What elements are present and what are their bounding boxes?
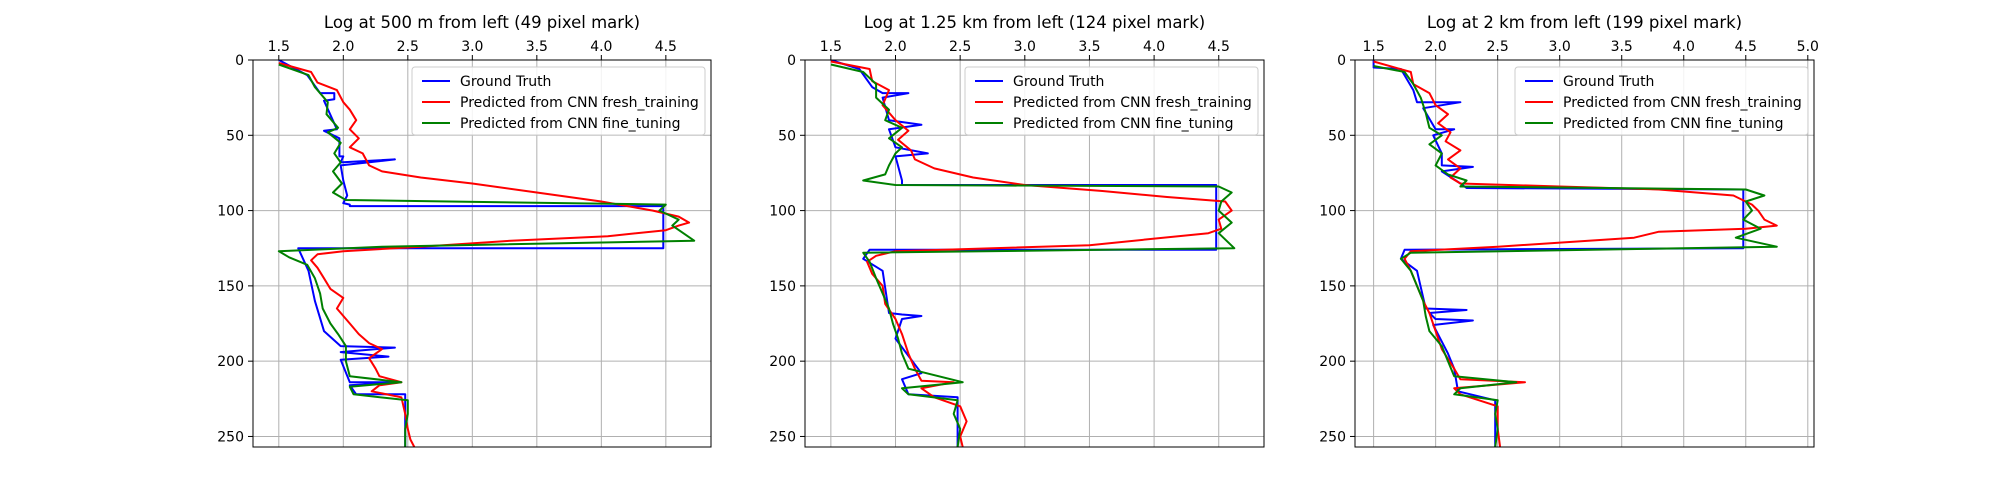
axes-frame <box>804 59 1265 448</box>
x-tick-label: 4.0 <box>590 39 612 55</box>
x-tick-label: 3.0 <box>1014 39 1036 55</box>
y-tick-label: 150 <box>217 279 244 295</box>
y-tick-label: 0 <box>235 53 244 69</box>
legend-label: Predicted from CNN fresh_training <box>460 95 699 111</box>
x-tick-label: 1.5 <box>1362 39 1384 55</box>
x-tick-label: 4.0 <box>1143 39 1165 55</box>
x-tick-label: 1.5 <box>268 39 290 55</box>
series-line-fine-tuning <box>1373 65 1778 447</box>
y-tick-label: 150 <box>1319 279 1346 295</box>
x-tick-label: 1.5 <box>820 39 842 55</box>
x-tick-label: 3.0 <box>1549 39 1571 55</box>
axes-frame <box>252 59 712 448</box>
x-tick-label: 2.5 <box>397 39 419 55</box>
x-tick-label: 2.0 <box>332 39 354 55</box>
legend-label: Predicted from CNN fine_tuning <box>1563 116 1784 132</box>
y-tick-label: 50 <box>778 128 796 144</box>
y-tick-label: 250 <box>217 429 244 445</box>
legend-box <box>1514 66 1809 136</box>
panel-title: Log at 500 m from left (49 pixel mark) <box>324 13 640 32</box>
legend-label: Predicted from CNN fine_tuning <box>1013 116 1234 132</box>
legend-label: Ground Truth <box>460 74 551 90</box>
panel-title: Log at 2 km from left (199 pixel mark) <box>1427 13 1742 32</box>
panel-500m: 1.5 2.0 2.5 3.0 3.5 4.0 4.5 0 50 100 150 200 250 Log … <box>217 13 712 448</box>
legend-label: Predicted from CNN fresh_training <box>1563 95 1802 111</box>
y-tick-label: 50 <box>226 128 244 144</box>
legend-label: Predicted from CNN fine_tuning <box>460 116 681 132</box>
legend: Ground Truth Predicted from CNN fresh_tra… <box>1514 66 1809 136</box>
legend-box <box>411 66 706 136</box>
axes-frame <box>1354 59 1815 448</box>
series-line-ground-truth <box>830 60 1218 447</box>
y-tick-label: 100 <box>769 204 796 220</box>
y-tick-label: 0 <box>787 53 796 69</box>
x-tick-label: 3.5 <box>1078 39 1100 55</box>
x-tick-label: 3.0 <box>461 39 483 55</box>
y-tick-label: 150 <box>769 279 796 295</box>
y-tick-label: 250 <box>769 429 796 445</box>
y-tick-label: 0 <box>1337 53 1346 69</box>
x-tick-label: 2.5 <box>1487 39 1509 55</box>
x-tick-label: 4.0 <box>1673 39 1695 55</box>
x-tick-label: 3.5 <box>526 39 548 55</box>
y-tick-label: 200 <box>217 354 244 370</box>
legend-box <box>964 66 1259 136</box>
x-tick-label: 2.5 <box>949 39 971 55</box>
y-tick-label: 200 <box>1319 354 1346 370</box>
legend: Ground Truth Predicted from CNN fresh_tra… <box>964 66 1259 136</box>
x-tick-label: 5.0 <box>1797 39 1819 55</box>
x-tick-label: 3.5 <box>1611 39 1633 55</box>
series-line-fresh-training <box>830 60 1233 447</box>
series-line-fresh-training <box>278 62 691 447</box>
series-line-fine-tuning <box>277 63 696 447</box>
y-tick-label: 100 <box>217 204 244 220</box>
legend-label: Predicted from CNN fresh_training <box>1013 95 1252 111</box>
legend-label: Ground Truth <box>1013 74 1104 90</box>
y-tick-label: 200 <box>769 354 796 370</box>
series-line-fine-tuning <box>830 63 1236 447</box>
series-line-fresh-training <box>1373 60 1778 447</box>
panel-title: Log at 1.25 km from left (124 pixel mark… <box>864 13 1205 32</box>
legend: Ground Truth Predicted from CNN fresh_tra… <box>411 66 706 136</box>
y-tick-label: 50 <box>1328 128 1346 144</box>
x-tick-label: 4.5 <box>655 39 677 55</box>
x-tick-label: 4.5 <box>1735 39 1757 55</box>
x-tick-label: 2.0 <box>1425 39 1447 55</box>
panel-2km: 1.5 2.0 2.5 3.0 3.5 4.0 4.5 5.0 0 50 100 150 200 250 L… <box>1319 13 1819 448</box>
y-tick-label: 100 <box>1319 204 1346 220</box>
legend-label: Ground Truth <box>1563 74 1654 90</box>
y-tick-label: 250 <box>1319 429 1346 445</box>
x-tick-label: 2.0 <box>884 39 906 55</box>
panel-1-25km: 1.5 2.0 2.5 3.0 3.5 4.0 4.5 0 50 100 150 200 250 Log … <box>769 13 1265 448</box>
x-tick-label: 4.5 <box>1208 39 1230 55</box>
